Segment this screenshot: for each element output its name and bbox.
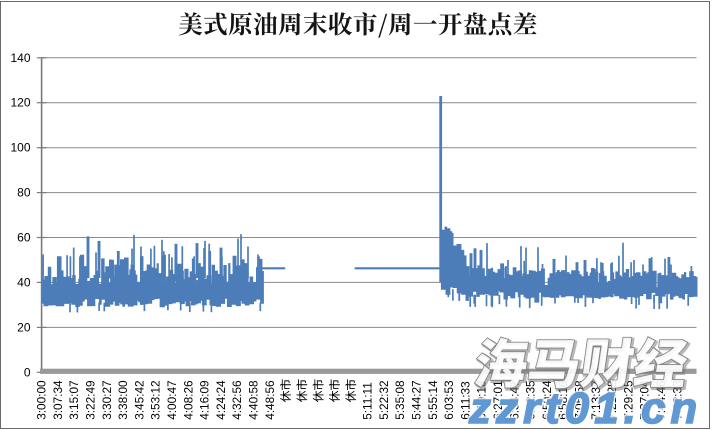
svg-text:3:15:07: 3:15:07	[67, 380, 81, 419]
svg-text:140: 140	[10, 51, 30, 65]
svg-text:7:29:25: 7:29:25	[621, 380, 635, 420]
svg-text:4:00:47: 4:00:47	[165, 380, 179, 419]
svg-text:5:35:08: 5:35:08	[393, 380, 407, 420]
svg-text:5:11:11: 5:11:11	[361, 382, 375, 420]
svg-text:3:53:12: 3:53:12	[149, 380, 163, 419]
svg-text:3:07:34: 3:07:34	[51, 380, 65, 420]
svg-text:20: 20	[17, 320, 31, 334]
svg-text:4:32:56: 4:32:56	[230, 380, 244, 420]
svg-text:6:50:24: 6:50:24	[540, 380, 554, 420]
svg-text:0: 0	[24, 365, 31, 379]
svg-text:4:16:09: 4:16:09	[198, 380, 212, 419]
svg-text:120: 120	[10, 96, 30, 110]
svg-text:6:03:53: 6:03:53	[442, 380, 456, 420]
svg-text:4:48:56: 4:48:56	[263, 380, 277, 420]
svg-text:3:00:00: 3:00:00	[35, 380, 49, 420]
svg-text:80: 80	[17, 186, 31, 200]
svg-text:4:08:26: 4:08:26	[181, 380, 195, 420]
svg-text:5:44:27: 5:44:27	[410, 380, 424, 419]
svg-text:40: 40	[17, 275, 31, 289]
svg-text:4:24:24: 4:24:24	[214, 380, 228, 420]
svg-text:zzrt01.cn: zzrt01.cn	[468, 384, 702, 430]
svg-text:7:05:58: 7:05:58	[573, 380, 587, 420]
svg-text:7:37:04: 7:37:04	[638, 380, 652, 420]
svg-text:3:38:00: 3:38:00	[116, 380, 130, 420]
svg-text:6:42:35: 6:42:35	[524, 380, 538, 420]
svg-text:100: 100	[10, 141, 30, 155]
svg-text:6:27:01: 6:27:01	[491, 380, 505, 419]
svg-text:5:22:32: 5:22:32	[377, 380, 391, 419]
svg-text:3:30:27: 3:30:27	[100, 380, 114, 419]
svg-text:60: 60	[17, 231, 31, 245]
svg-text:3:45:42: 3:45:42	[132, 380, 146, 419]
svg-text:6:19:18: 6:19:18	[475, 380, 489, 420]
svg-text:zzrt01.cn: zzrt01.cn	[468, 384, 702, 430]
svg-text:4:40:58: 4:40:58	[247, 380, 261, 420]
svg-text:6:11:33: 6:11:33	[458, 381, 472, 420]
svg-text:5:55:14: 5:55:14	[426, 380, 440, 420]
svg-text:3:22:49: 3:22:49	[84, 380, 98, 419]
